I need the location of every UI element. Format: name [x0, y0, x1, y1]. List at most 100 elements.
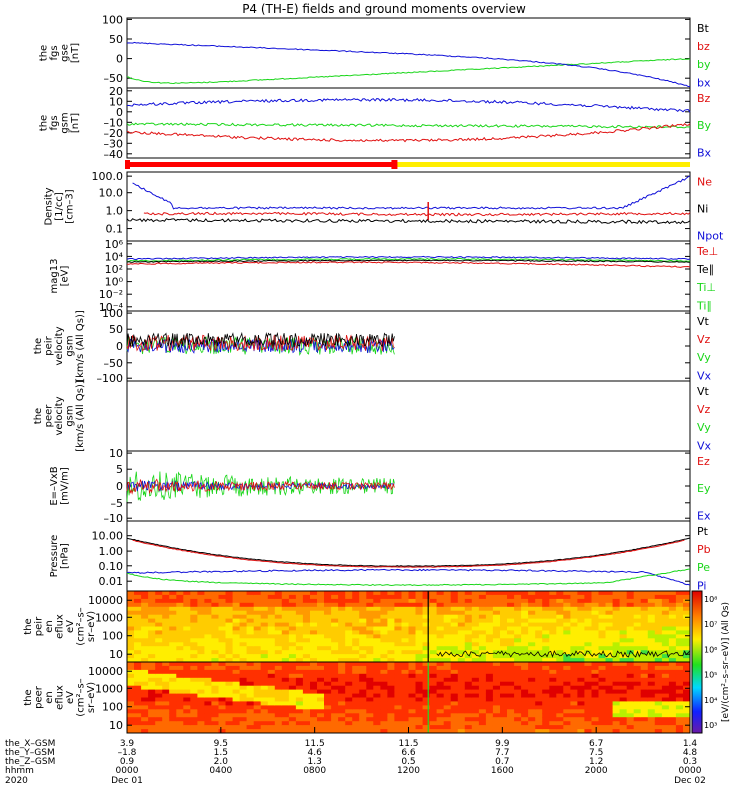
p10-cell [310, 729, 318, 733]
p10-cell [436, 669, 445, 675]
p9-cell [626, 654, 635, 659]
p10-cell [408, 717, 417, 722]
p9-cell [232, 634, 241, 639]
p9-cell [640, 646, 649, 651]
p9-cell [570, 594, 578, 600]
p10-cell [478, 701, 487, 706]
p9-cell [443, 594, 452, 600]
p9-cell [253, 618, 262, 624]
p9-cell [450, 642, 459, 647]
p9-cell [626, 646, 635, 651]
p10-cell [626, 697, 635, 702]
p10-cell [675, 705, 684, 710]
p9-cell [225, 626, 234, 631]
p10-cell [211, 721, 219, 726]
p9-cell [514, 594, 522, 600]
p10-cell [591, 673, 600, 679]
p9-cell [626, 658, 635, 662]
p9-cell [471, 630, 480, 635]
xaxis-z-value: 0.3 [683, 757, 697, 767]
p9-cell [288, 658, 297, 662]
p9-cell [253, 591, 262, 596]
p10-cell [577, 701, 585, 706]
p9-cell [338, 634, 346, 639]
p10-cell [542, 717, 550, 722]
p9-cell [274, 606, 283, 612]
p9-cell [190, 626, 198, 631]
xaxis-x-value: 1.4 [683, 739, 698, 749]
p10-cell [387, 693, 395, 699]
p10-cell [176, 705, 184, 710]
p9-ytick-label: 10000 [88, 594, 123, 607]
p5-ytick-label: –50 [104, 357, 124, 370]
p10-cell [232, 681, 241, 687]
p3-ytick-label: 100.0 [92, 170, 124, 183]
p9-cell [162, 638, 170, 643]
xaxis-y-value: 4.6 [308, 748, 323, 758]
p9-cell [148, 654, 156, 659]
p9-cell [267, 630, 276, 635]
p9-cell [380, 598, 388, 604]
p9-cell [373, 606, 381, 612]
p10-cell [380, 681, 388, 687]
p9-cell [612, 634, 621, 639]
p10-cell [668, 713, 677, 718]
p9-cell [373, 598, 381, 604]
p10-cell [345, 717, 353, 722]
p9-cell [464, 646, 473, 651]
p9-cell [457, 602, 466, 608]
p10-cell [661, 697, 670, 702]
p9-cell [654, 642, 663, 647]
p10-cell [598, 725, 607, 730]
p9-cell [584, 598, 592, 604]
p9-cell [500, 654, 508, 659]
p9-cell [310, 598, 318, 604]
p10-cell [591, 721, 600, 726]
p9-cell [626, 642, 635, 647]
p9-cell [274, 630, 283, 635]
p9-cell [260, 598, 269, 604]
p9-cell [507, 614, 515, 620]
p10-cell [457, 677, 466, 683]
p9-cell [267, 602, 276, 608]
p9-cell [394, 634, 402, 639]
p10-cell [591, 685, 600, 691]
p9-cell [345, 626, 353, 631]
p9-cell [464, 598, 473, 604]
p10-cell [239, 729, 248, 733]
p10-cell [570, 701, 578, 706]
p9-cell [507, 591, 515, 596]
p10-cell [577, 713, 585, 718]
p10-cell [288, 685, 297, 691]
p9-cell [380, 658, 388, 662]
p9-cell [443, 650, 452, 655]
p10-cell [204, 701, 212, 706]
p10-cell [577, 721, 585, 726]
p9-cell [563, 646, 571, 651]
p10-cell [281, 705, 290, 710]
p9-cell [387, 642, 395, 647]
p9-cell [225, 646, 234, 651]
xaxis-hhmm-value: 1200 [397, 766, 420, 776]
p10-cell [352, 713, 360, 718]
p10-cell [394, 701, 402, 706]
p10-cell [338, 717, 346, 722]
p9-cell [478, 606, 487, 612]
p9-cell [162, 598, 170, 604]
p10-cell [225, 685, 234, 691]
p9-cell [401, 658, 410, 662]
p9-cell [310, 642, 318, 647]
p9-cell [387, 646, 395, 651]
p9-cell [556, 610, 564, 616]
p10-cell [225, 709, 234, 714]
p8-legend-item: Pi [697, 579, 706, 592]
p10-cell [535, 729, 543, 733]
p9-cell [605, 626, 614, 631]
p10-cell [155, 717, 163, 722]
p10-cell [542, 665, 550, 671]
p9-cell [267, 634, 276, 639]
p10-cell [288, 701, 297, 706]
p9-cell [380, 594, 388, 600]
xaxis-y-value: –1.8 [118, 748, 137, 758]
p9-cell [127, 654, 135, 659]
